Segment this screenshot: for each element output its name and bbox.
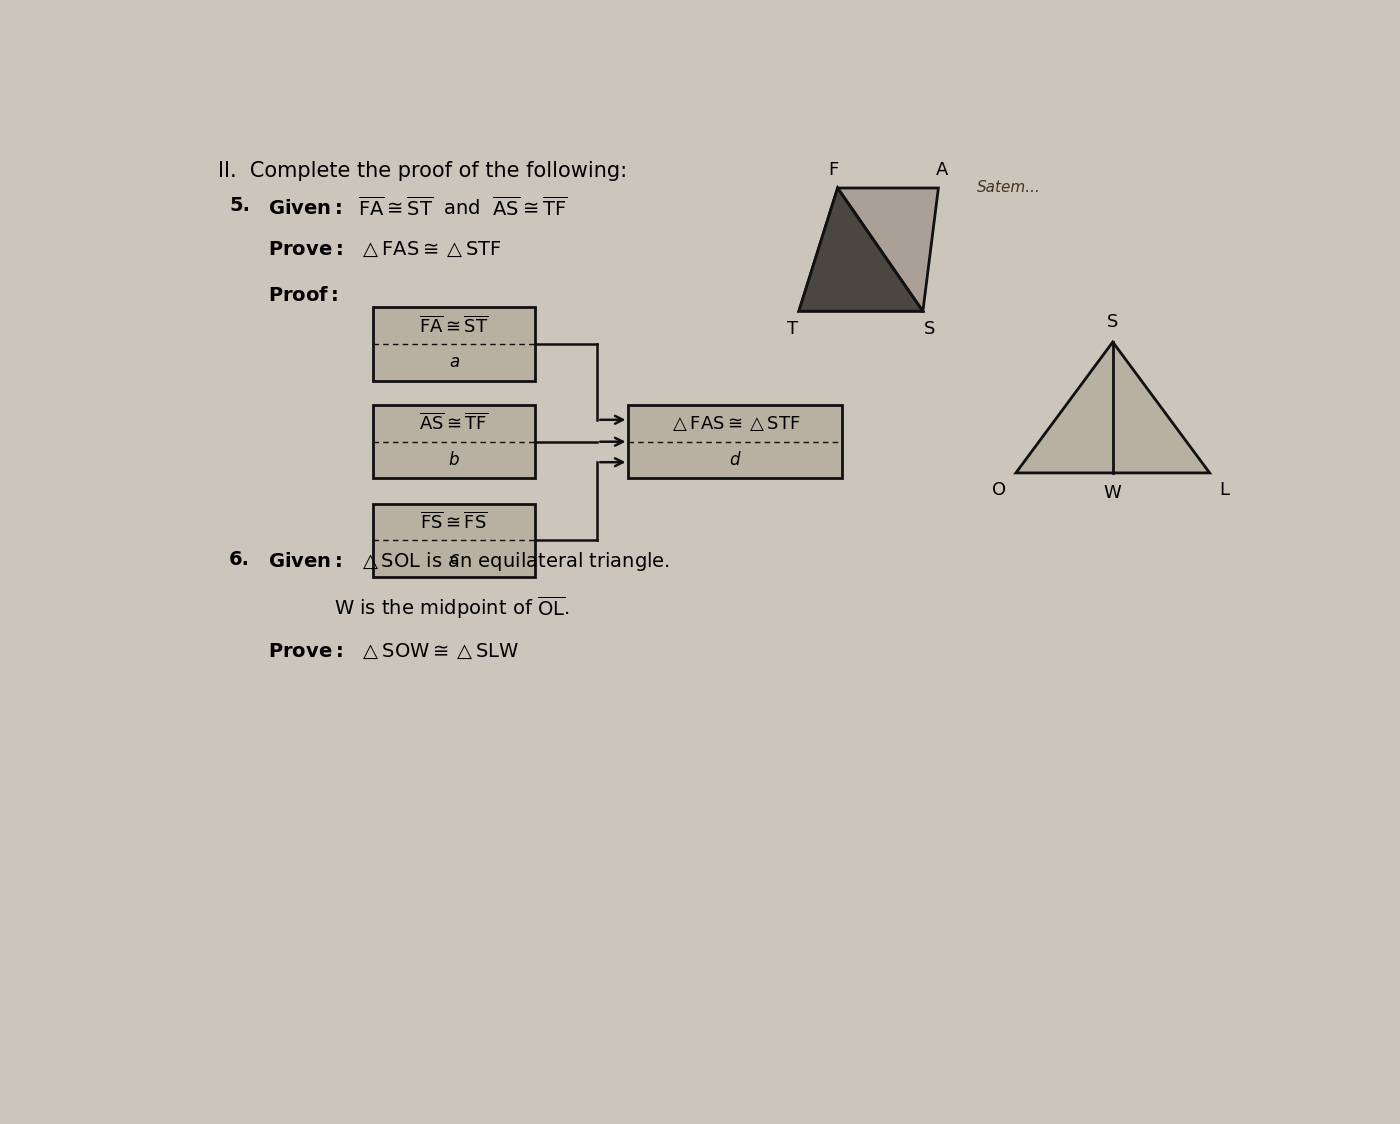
Text: d: d bbox=[729, 451, 741, 469]
Text: II.  Complete the proof of the following:: II. Complete the proof of the following: bbox=[217, 161, 627, 181]
Text: b: b bbox=[449, 451, 459, 469]
FancyBboxPatch shape bbox=[372, 504, 535, 577]
Text: $\triangle\mathrm{FAS} \cong \triangle\mathrm{STF}$: $\triangle\mathrm{FAS} \cong \triangle\m… bbox=[669, 414, 801, 433]
Text: $\overline{\mathrm{FA}} \cong \overline{\mathrm{ST}}$: $\overline{\mathrm{FA}} \cong \overline{… bbox=[420, 315, 489, 336]
Text: $\overline{\mathrm{FS}} \cong \overline{\mathrm{FS}}$: $\overline{\mathrm{FS}} \cong \overline{… bbox=[420, 511, 487, 533]
Text: $\mathbf{Prove:}$  $\triangle\mathrm{FAS} \cong \triangle\mathrm{STF}$: $\mathbf{Prove:}$ $\triangle\mathrm{FAS}… bbox=[267, 241, 501, 260]
Text: T: T bbox=[787, 320, 798, 338]
Text: W is the midpoint of $\overline{\mathrm{OL}}$.: W is the midpoint of $\overline{\mathrm{… bbox=[333, 593, 570, 620]
Text: $\mathbf{Proof:}$: $\mathbf{Proof:}$ bbox=[267, 285, 339, 305]
Polygon shape bbox=[799, 188, 923, 311]
Polygon shape bbox=[1016, 342, 1210, 473]
Text: A: A bbox=[937, 161, 948, 179]
Text: L: L bbox=[1219, 481, 1229, 499]
Text: S: S bbox=[924, 320, 935, 338]
Text: O: O bbox=[993, 481, 1007, 499]
Polygon shape bbox=[799, 188, 938, 311]
Text: a: a bbox=[449, 353, 459, 371]
Text: 5.: 5. bbox=[230, 196, 251, 215]
FancyBboxPatch shape bbox=[629, 405, 841, 479]
Text: $\mathbf{Given:}$  $\overline{\mathrm{FA}} \cong \overline{\mathrm{ST}}$  and  $: $\mathbf{Given:}$ $\overline{\mathrm{FA}… bbox=[267, 196, 567, 219]
FancyBboxPatch shape bbox=[372, 405, 535, 479]
Text: $\overline{\mathrm{AS}} \cong \overline{\mathrm{TF}}$: $\overline{\mathrm{AS}} \cong \overline{… bbox=[420, 413, 489, 434]
Text: Satem...: Satem... bbox=[977, 180, 1042, 196]
Text: c: c bbox=[449, 550, 459, 568]
Text: 6.: 6. bbox=[230, 550, 251, 569]
FancyBboxPatch shape bbox=[372, 307, 535, 381]
Text: W: W bbox=[1103, 484, 1121, 502]
Text: S: S bbox=[1107, 314, 1119, 332]
Text: $\mathbf{Given:}$  $\triangle\mathrm{SOL}$ is an equilateral triangle.: $\mathbf{Given:}$ $\triangle\mathrm{SOL}… bbox=[267, 550, 671, 573]
Text: F: F bbox=[829, 161, 839, 179]
Text: $\mathbf{Prove:}$  $\triangle\mathrm{SOW} \cong \triangle\mathrm{SLW}$: $\mathbf{Prove:}$ $\triangle\mathrm{SOW}… bbox=[267, 642, 519, 661]
